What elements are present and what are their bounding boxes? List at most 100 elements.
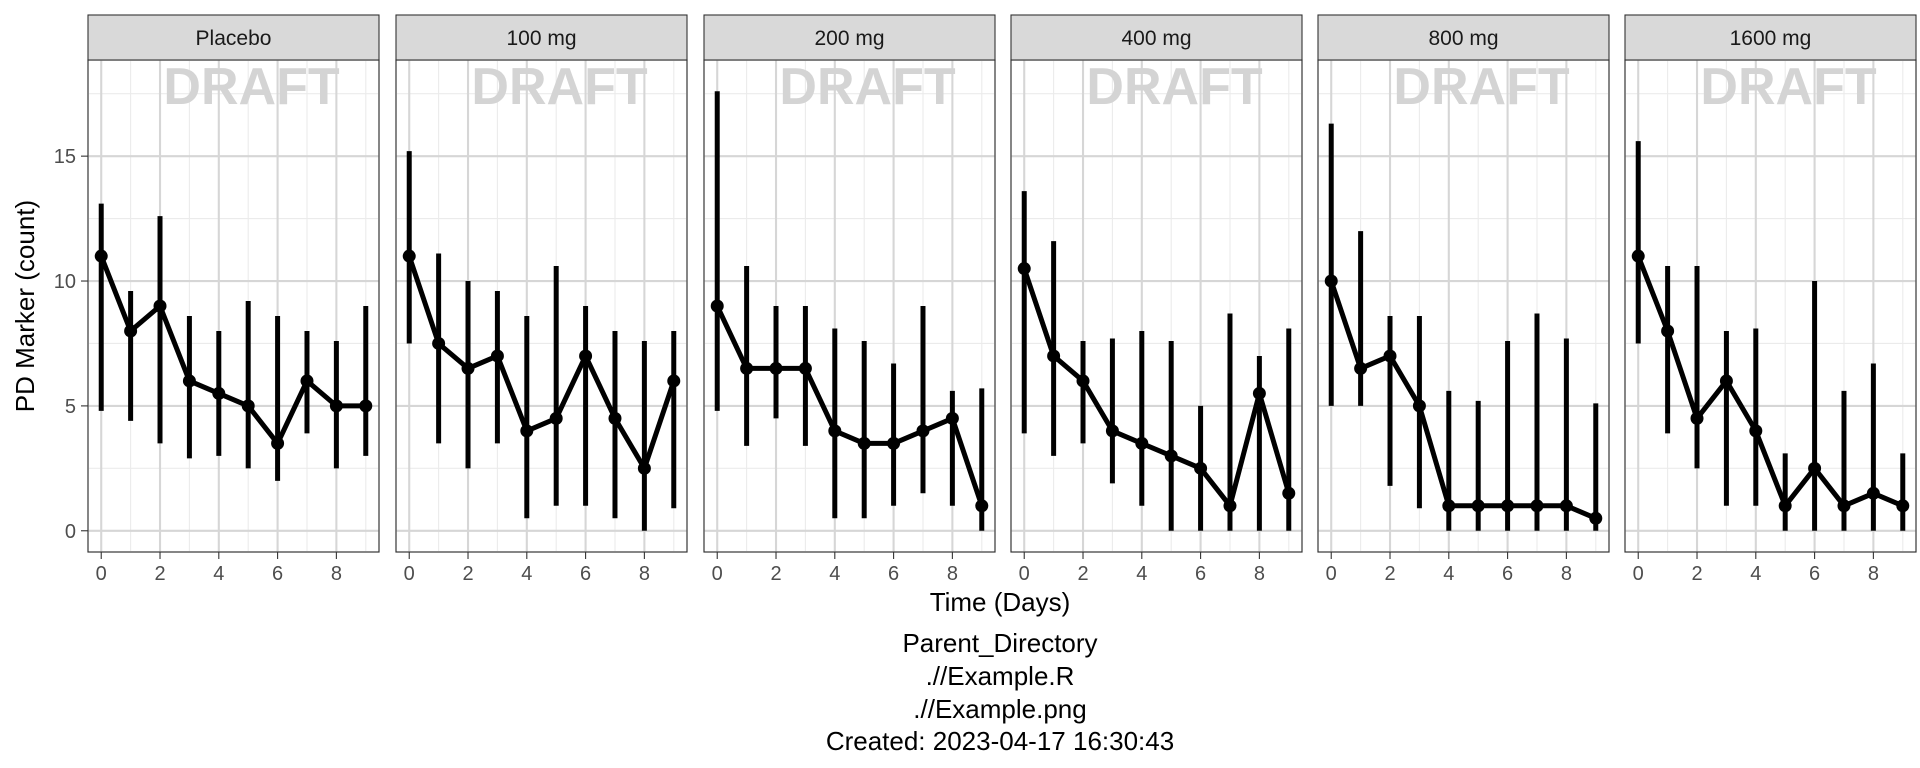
x-tick-label: 0 bbox=[712, 563, 723, 585]
x-tick-label: 8 bbox=[1868, 563, 1879, 585]
data-point bbox=[1412, 399, 1426, 413]
data-point bbox=[1589, 511, 1603, 525]
strip-background bbox=[87, 14, 380, 61]
x-tick-label: 0 bbox=[1633, 563, 1644, 585]
data-point bbox=[1252, 386, 1266, 400]
caption-line-4: Created: 2023-04-17 16:30:43 bbox=[826, 726, 1174, 756]
panel-background bbox=[1317, 59, 1610, 553]
data-point bbox=[1749, 424, 1763, 438]
series-line bbox=[98, 255, 366, 446]
strip-label: 100 mg bbox=[506, 27, 576, 50]
caption-line-2: .//Example.R bbox=[926, 661, 1075, 691]
x-tick-label: 4 bbox=[1750, 563, 1761, 585]
chart-panels: DRAFT Placebo DRAFT 100 mg DRAFT 200 mg DRAFT 4… bbox=[87, 14, 1917, 553]
data-point bbox=[769, 361, 783, 375]
data-point bbox=[271, 436, 285, 450]
data-point bbox=[153, 299, 167, 313]
data-point bbox=[241, 399, 255, 413]
data-point bbox=[212, 386, 226, 400]
x-tick-label: 8 bbox=[947, 563, 958, 585]
data-point bbox=[1105, 424, 1119, 438]
x-tick-label: 8 bbox=[639, 563, 650, 585]
strip-label: 200 mg bbox=[814, 27, 884, 50]
x-tick-label: 2 bbox=[462, 563, 473, 585]
y-tick-label: 15 bbox=[54, 146, 76, 168]
x-tick-label: 0 bbox=[1326, 563, 1337, 585]
data-point bbox=[1076, 374, 1090, 388]
data-point bbox=[1471, 499, 1485, 513]
strip-background bbox=[395, 14, 688, 61]
series-line bbox=[406, 255, 677, 471]
panel-background bbox=[1010, 59, 1303, 553]
panel-1: DRAFT Placebo bbox=[87, 14, 380, 553]
data-point bbox=[94, 249, 108, 263]
data-point bbox=[1837, 499, 1851, 513]
x-tick-label: 0 bbox=[404, 563, 415, 585]
panel-background bbox=[87, 59, 380, 553]
x-axis-title: Time (Days) bbox=[930, 587, 1071, 617]
data-point bbox=[798, 361, 812, 375]
x-tick-label: 4 bbox=[829, 563, 840, 585]
data-point bbox=[710, 299, 724, 313]
data-point bbox=[124, 324, 138, 338]
y-axis: 0 5 10 15 bbox=[54, 146, 88, 543]
data-point bbox=[182, 374, 196, 388]
data-point bbox=[1896, 499, 1910, 513]
panel-2: DRAFT 100 mg bbox=[395, 14, 688, 553]
series-line bbox=[714, 304, 985, 507]
panel-background bbox=[703, 59, 996, 553]
y-tick-label: 10 bbox=[54, 271, 76, 293]
x-tick-label: 4 bbox=[213, 563, 224, 585]
data-point bbox=[1719, 374, 1733, 388]
strip-background bbox=[1317, 14, 1610, 61]
x-tick-label: 2 bbox=[1691, 563, 1702, 585]
x-tick-label: 8 bbox=[331, 563, 342, 585]
strip-label: 1600 mg bbox=[1730, 27, 1812, 50]
data-point bbox=[1530, 499, 1544, 513]
data-point bbox=[329, 399, 343, 413]
data-point bbox=[1866, 486, 1880, 500]
data-point bbox=[461, 361, 475, 375]
data-point bbox=[1164, 449, 1178, 463]
data-point bbox=[1383, 349, 1397, 363]
series-line bbox=[1021, 267, 1292, 509]
data-point bbox=[945, 411, 959, 425]
data-point bbox=[1442, 499, 1456, 513]
x-tick-label: 4 bbox=[1443, 563, 1454, 585]
watermark-text: DRAFT bbox=[1393, 58, 1569, 116]
data-point bbox=[1135, 436, 1149, 450]
x-tick-label: 6 bbox=[1502, 563, 1513, 585]
strip-background bbox=[1010, 14, 1303, 61]
y-tick-label: 0 bbox=[65, 521, 76, 543]
data-point bbox=[1559, 499, 1573, 513]
data-point bbox=[1282, 486, 1296, 500]
x-tick-label: 8 bbox=[1561, 563, 1572, 585]
data-point bbox=[432, 336, 446, 350]
data-point bbox=[857, 436, 871, 450]
series-line bbox=[1328, 280, 1597, 521]
data-point bbox=[1194, 461, 1208, 475]
watermark-text: DRAFT bbox=[779, 58, 955, 116]
data-point bbox=[520, 424, 534, 438]
x-tick-label: 6 bbox=[1195, 563, 1206, 585]
panel-6: DRAFT 1600 mg bbox=[1624, 14, 1917, 553]
data-point bbox=[359, 399, 373, 413]
strip-label: Placebo bbox=[196, 27, 272, 50]
watermark-text: DRAFT bbox=[471, 58, 647, 116]
x-tick-label: 6 bbox=[888, 563, 899, 585]
data-point bbox=[1778, 499, 1792, 513]
caption-line-3: .//Example.png bbox=[913, 694, 1086, 724]
data-point bbox=[1047, 349, 1061, 363]
strip-background bbox=[1624, 14, 1917, 61]
data-point bbox=[637, 461, 651, 475]
data-point bbox=[975, 499, 989, 513]
watermark-text: DRAFT bbox=[163, 58, 339, 116]
watermark-text: DRAFT bbox=[1700, 58, 1876, 116]
data-point bbox=[402, 249, 416, 263]
x-tick-label: 2 bbox=[1384, 563, 1395, 585]
x-tick-label: 6 bbox=[1809, 563, 1820, 585]
x-tick-label: 0 bbox=[1019, 563, 1030, 585]
data-point bbox=[828, 424, 842, 438]
y-axis-title: PD Marker (count) bbox=[10, 200, 40, 412]
data-point bbox=[1324, 274, 1338, 288]
